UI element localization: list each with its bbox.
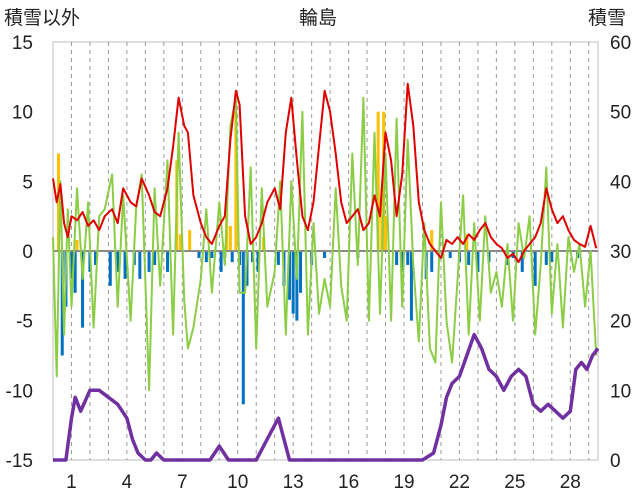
x-tick-label: 1 [66,472,77,493]
chart-title: 輪島 [299,7,337,29]
right-tick-label: 20 [610,312,631,333]
bar [230,251,234,263]
bar [197,251,201,258]
bar [276,251,280,265]
bar [116,251,120,272]
left-tick-label: -5 [16,312,33,333]
bar [147,251,151,272]
bar [384,216,388,251]
bar [228,225,232,251]
bar [123,251,127,279]
bar [406,251,410,265]
bar [138,251,142,279]
bar [188,230,192,251]
x-tick-label: 10 [227,472,248,493]
x-tick-label: 16 [338,472,359,493]
bar [395,251,399,265]
right-tick-label: 40 [610,172,631,193]
bar [550,251,554,263]
bar [544,251,548,265]
bar [234,111,238,252]
bar [380,188,384,251]
x-tick-label: 22 [449,472,470,493]
left-tick-label: 0 [22,242,33,263]
bar [69,251,73,279]
bar [93,251,97,265]
left-tick-label: -15 [6,451,33,472]
bar [409,251,413,321]
right-tick-label: 0 [610,451,621,472]
bar [323,251,327,258]
bar [57,153,61,251]
x-tick-label: 25 [504,472,525,493]
left-tick-label: -10 [6,381,33,402]
right-tick-label: 60 [610,33,631,54]
left-tick-label: 10 [12,103,33,124]
right-axis-label: 積雪 [588,7,626,29]
bar [295,251,299,321]
bar [287,251,291,300]
line-series [52,82,600,462]
bar [448,251,452,258]
bar [73,251,77,293]
right-y-tick-labels: 60 50 40 30 20 10 0 [610,33,631,472]
right-tick-label: 10 [610,381,631,402]
x-tick-label: 4 [122,472,133,493]
left-axis-label: 積雪以外 [4,7,80,29]
x-tick-label: 28 [560,472,581,493]
bar [241,251,245,405]
bar [60,251,64,356]
bar [178,234,182,251]
bar [533,251,537,286]
bar [520,251,524,272]
bar [430,251,434,272]
bar [219,251,223,272]
right-tick-label: 50 [610,103,631,124]
purple-line [53,332,600,462]
bar [430,230,434,251]
bar [376,111,380,252]
bar [166,251,170,272]
x-tick-label: 13 [283,472,304,493]
bar [210,251,214,258]
x-tick-label: 19 [393,472,414,493]
bar [400,251,404,272]
left-tick-label: 15 [12,33,33,54]
bar [299,251,303,293]
x-tick-labels: 1 4 7 10 13 16 19 22 25 28 [66,472,581,493]
bar [108,251,112,286]
bar [204,251,208,263]
bar [153,251,157,265]
red-line [52,82,598,264]
bar [467,251,471,265]
x-tick-label: 7 [177,472,188,493]
left-tick-label: 5 [22,172,33,193]
bar [256,251,260,272]
bar [465,234,469,251]
bar [476,251,480,272]
right-tick-label: 30 [610,242,631,263]
left-y-tick-labels: 15 10 5 0 -5 -10 -15 [6,33,33,472]
bar [75,239,79,251]
bar [291,251,295,314]
bar [81,251,85,328]
